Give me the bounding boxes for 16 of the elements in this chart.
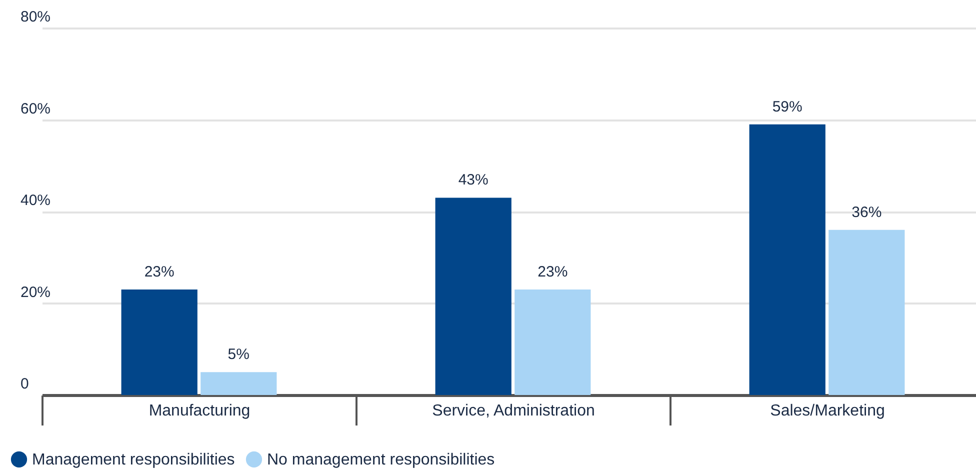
y-tick-label: 40%	[20, 192, 51, 209]
x-tick-label: Sales/Marketing	[770, 402, 885, 420]
y-tick-label: 80%	[20, 8, 51, 26]
x-tick-label: Manufacturing	[148, 402, 250, 420]
data-label: 59%	[772, 98, 802, 116]
data-label: 36%	[852, 204, 882, 221]
data-label: 23%	[538, 263, 568, 280]
y-tick-label: 20%	[20, 284, 51, 301]
data-label: 43%	[458, 172, 488, 189]
y-tick-label: 60%	[20, 100, 51, 118]
data-label: 5%	[228, 346, 250, 364]
data-label: 23%	[144, 263, 174, 280]
legend-label: Management responsibilities	[32, 451, 235, 468]
y-tick-label: 0	[20, 376, 29, 392]
x-tick-label: Service, Administration	[432, 402, 595, 420]
legend-label: No management responsibilities	[267, 451, 495, 468]
